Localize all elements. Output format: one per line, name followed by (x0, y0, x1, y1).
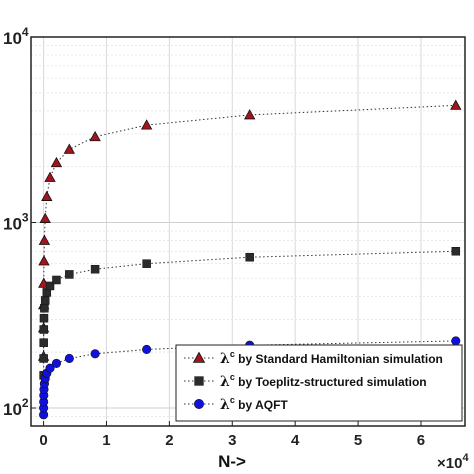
data-point-standard-hamiltonian (244, 109, 256, 120)
data-point-toeplitz (40, 296, 50, 305)
y-tick-label: 103 (3, 211, 29, 234)
legend-entry-standard-hamiltonian: λc by Standard Hamiltonian simulation (220, 349, 443, 367)
x-tick-label: 0 (39, 432, 47, 449)
x-tick-label: 3 (228, 432, 236, 449)
plot-frame (30, 36, 466, 427)
x-axis-label: N-> (218, 452, 246, 471)
data-point-toeplitz (45, 281, 55, 291)
data-point-standard-hamiltonian (89, 130, 101, 142)
x-axis-multiplier: ×104 (437, 452, 469, 472)
data-point-standard-hamiltonian (41, 190, 53, 201)
legend-marker-standard-hamiltonian (192, 351, 206, 363)
data-point-toeplitz (142, 259, 151, 268)
data-point-standard-hamiltonian (140, 119, 153, 130)
data-point-toeplitz (451, 246, 461, 256)
legend-marker-aqft (194, 399, 204, 409)
data-point-toeplitz (39, 325, 49, 334)
data-point-standard-hamiltonian (39, 212, 51, 223)
series-line-toeplitz (43, 250, 456, 376)
data-point-toeplitz (39, 338, 48, 347)
data-point-toeplitz (39, 313, 49, 323)
data-point-toeplitz (40, 304, 49, 313)
x-tick-label: 6 (417, 432, 425, 449)
x-tick-label: 4 (291, 432, 300, 449)
data-point-toeplitz (90, 264, 100, 274)
y-tick-label: 102 (3, 396, 29, 419)
x-tick-label: 5 (354, 432, 362, 449)
x-tick-label: 1 (102, 432, 110, 449)
legend-entry-toeplitz: λc by Toeplitz-structured simulation (220, 372, 427, 390)
data-point-standard-hamiltonian (38, 234, 51, 245)
legend-entry-aqft: λc by AQFT (220, 395, 288, 413)
series-lines (43, 104, 456, 415)
data-point-toeplitz (52, 275, 61, 285)
data-point-standard-hamiltonian (44, 171, 56, 182)
x-tick-label: 2 (165, 432, 173, 449)
data-point-standard-hamiltonian (38, 255, 50, 266)
data-point-standard-hamiltonian (450, 99, 462, 110)
data-point-aqft (64, 353, 74, 364)
data-point-aqft (51, 358, 62, 368)
y-tick-label: 104 (3, 25, 29, 48)
data-point-aqft (142, 344, 152, 354)
legend: λc by Standard Hamiltonian simulation λc … (175, 344, 463, 422)
data-point-aqft (451, 336, 461, 346)
data-point-toeplitz (65, 270, 74, 279)
legend-marker-toeplitz (194, 376, 204, 386)
data-point-aqft (45, 363, 55, 373)
axis-ticks: 0 1 2 3 4 5 6 102 103 104 (3, 25, 425, 449)
legend-box (175, 344, 463, 422)
data-point-aqft (90, 349, 100, 359)
data-point-standard-hamiltonian (50, 156, 63, 168)
data-point-toeplitz (39, 354, 48, 363)
data-point-toeplitz (245, 252, 254, 262)
series-markers (37, 99, 462, 420)
data-point-standard-hamiltonian (63, 143, 76, 154)
